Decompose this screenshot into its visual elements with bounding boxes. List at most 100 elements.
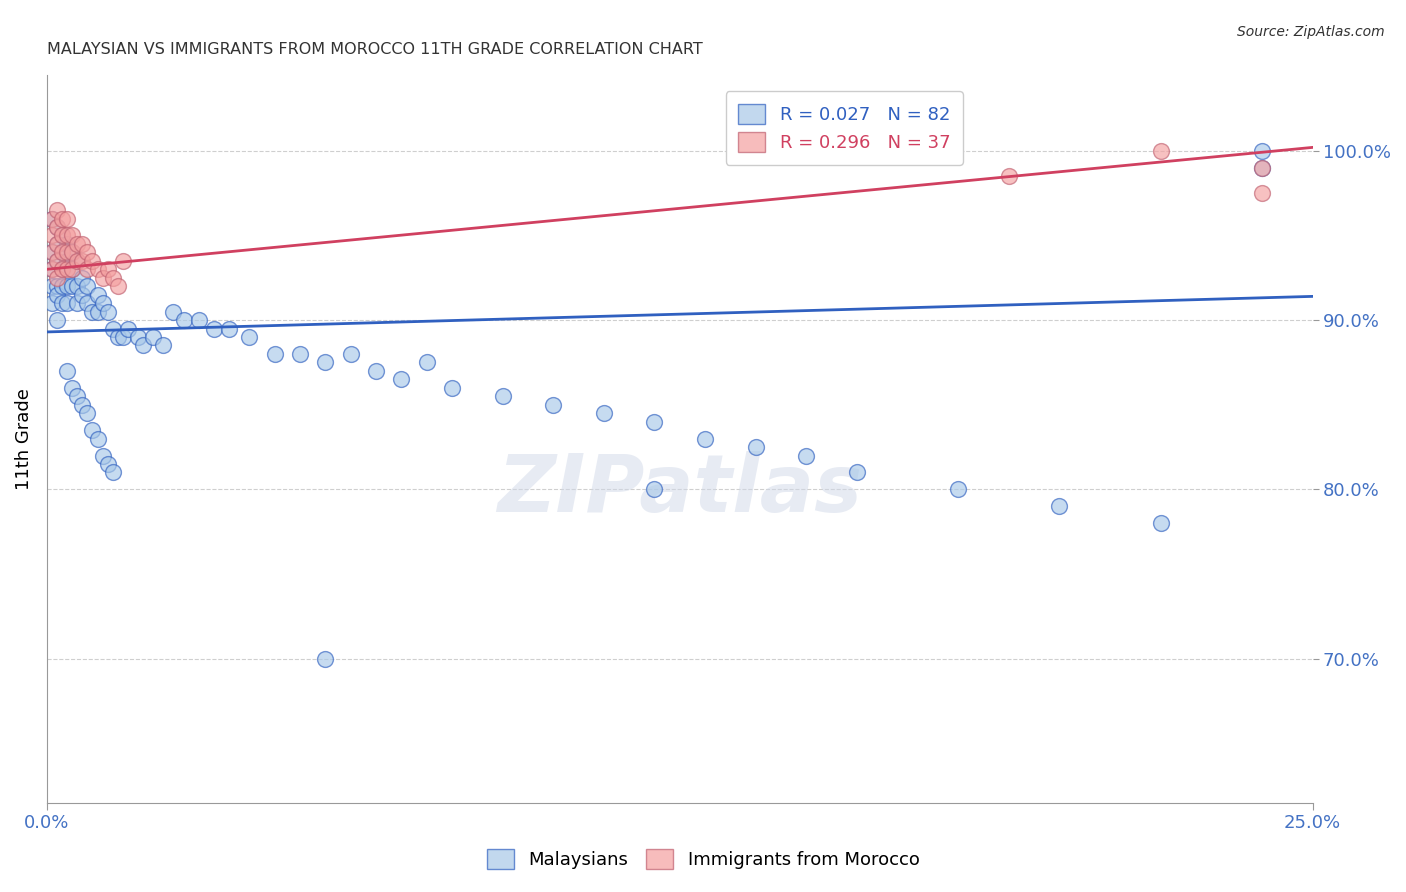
Point [60,245,83,260]
Point [238,330,260,344]
Point [46,313,69,327]
Point [46,253,69,268]
Point [41,279,63,293]
Text: MALAYSIAN VS IMMIGRANTS FROM MOROCCO 11TH GRADE CORRELATION CHART: MALAYSIAN VS IMMIGRANTS FROM MOROCCO 11T… [46,42,703,57]
Point [46,202,69,217]
Point [91,296,114,310]
Point [82,423,104,437]
Point [46,236,69,251]
Point [202,321,225,335]
Point [51,262,73,277]
Point [91,270,114,285]
Point [41,211,63,226]
Point [41,245,63,260]
Point [1049,500,1071,514]
Point [76,296,98,310]
Point [76,245,98,260]
Point [101,321,124,335]
Point [76,262,98,277]
Point [41,228,63,243]
Point [72,398,94,412]
Point [60,381,83,395]
Point [46,253,69,268]
Point [263,347,285,361]
Point [97,304,120,318]
Point [56,262,79,277]
Point [107,330,129,344]
Point [56,211,79,226]
Point [46,287,69,301]
Point [46,279,69,293]
Point [72,287,94,301]
Point [72,253,94,268]
Point [364,364,387,378]
Point [56,228,79,243]
Legend: Malaysians, Immigrants from Morocco: Malaysians, Immigrants from Morocco [478,839,928,879]
Point [440,381,463,395]
Point [66,279,89,293]
Point [111,253,134,268]
Point [314,355,336,369]
Point [97,262,120,277]
Point [46,219,69,234]
Point [142,330,165,344]
Point [60,228,83,243]
Point [76,279,98,293]
Point [66,253,89,268]
Point [51,211,73,226]
Point [744,440,766,454]
Point [41,262,63,277]
Point [56,253,79,268]
Point [127,330,149,344]
Point [51,245,73,260]
Point [946,483,969,497]
Point [86,304,108,318]
Point [56,279,79,293]
Point [41,245,63,260]
Point [389,372,412,386]
Point [51,262,73,277]
Point [56,296,79,310]
Point [60,262,83,277]
Point [51,228,73,243]
Point [1150,144,1173,158]
Point [82,304,104,318]
Point [86,262,108,277]
Point [86,287,108,301]
Point [643,483,665,497]
Point [66,389,89,403]
Point [218,321,240,335]
Point [41,211,63,226]
Point [56,364,79,378]
Point [51,279,73,293]
Point [162,304,184,318]
Point [86,432,108,446]
Point [97,457,120,471]
Point [1251,186,1274,200]
Y-axis label: 11th Grade: 11th Grade [15,388,32,490]
Point [794,449,817,463]
Point [51,245,73,260]
Point [415,355,437,369]
Point [314,651,336,665]
Point [173,313,195,327]
Point [592,406,614,420]
Point [82,253,104,268]
Point [693,432,716,446]
Point [1251,161,1274,175]
Point [66,253,89,268]
Text: Source: ZipAtlas.com: Source: ZipAtlas.com [1237,25,1385,39]
Point [51,228,73,243]
Point [46,270,69,285]
Point [76,406,98,420]
Point [491,389,513,403]
Point [541,398,564,412]
Legend: R = 0.027   N = 82, R = 0.296   N = 37: R = 0.027 N = 82, R = 0.296 N = 37 [725,91,963,165]
Point [66,296,89,310]
Point [152,338,174,352]
Point [56,236,79,251]
Point [60,279,83,293]
Point [101,466,124,480]
Point [132,338,155,352]
Point [1251,161,1274,175]
